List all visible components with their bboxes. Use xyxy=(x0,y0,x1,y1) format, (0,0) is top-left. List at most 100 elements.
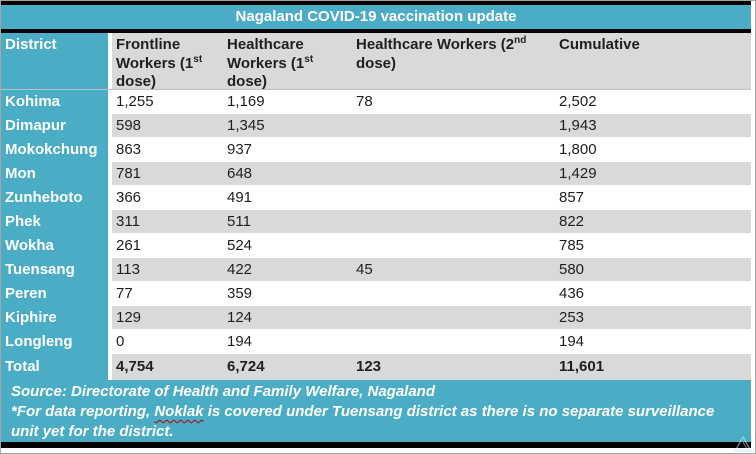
table-row-zunheboto: Zunheboto 366 491 857 xyxy=(1,186,751,210)
cell-frontline-1st: 0 xyxy=(112,330,223,354)
header-text: dose) xyxy=(116,73,157,89)
cell-district: Tuensang xyxy=(1,258,112,282)
table-row-tuensang: Tuensang 113 422 45 580 xyxy=(1,258,751,282)
cell-cumulative: 1,800 xyxy=(555,138,751,162)
header-text: dose) xyxy=(227,73,268,89)
cell-district-total: Total xyxy=(1,354,112,380)
header-district: District xyxy=(1,33,112,89)
cell-district: Mon xyxy=(1,162,112,186)
cell-healthcare-2nd xyxy=(352,186,555,210)
header-text: dose) xyxy=(356,54,397,72)
header-frontline-1st-dose: Frontline Workers (1st dose) xyxy=(112,33,223,89)
cell-cumulative: 822 xyxy=(555,210,751,234)
cell-cumulative: 785 xyxy=(555,234,751,258)
cell-district: Kiphire xyxy=(1,306,112,330)
title-separator-bar xyxy=(1,29,751,33)
cell-district: Mokokchung xyxy=(1,138,112,162)
table-row-dimapur: Dimapur 598 1,345 1,943 xyxy=(1,114,751,138)
cell-cumulative: 580 xyxy=(555,258,751,282)
header-text: Healthcare Workers (1 xyxy=(227,36,305,72)
data-reporting-note: *For data reporting, Noklak is covered u… xyxy=(11,402,741,442)
bottom-border-bar xyxy=(1,442,751,448)
watermark-triangle-icon xyxy=(734,436,752,452)
table-row-kohima: Kohima 1,255 1,169 78 2,502 xyxy=(1,90,751,114)
cell-healthcare-2nd: 45 xyxy=(352,258,555,282)
cell-healthcare-2nd xyxy=(352,306,555,330)
spellcheck-flagged-word: Noklak xyxy=(154,403,204,420)
cell-cumulative: 1,429 xyxy=(555,162,751,186)
ordinal-superscript: st xyxy=(193,53,203,65)
top-border-bar xyxy=(1,1,751,5)
cell-frontline-1st: 366 xyxy=(112,186,223,210)
cell-healthcare-1st: 124 xyxy=(223,306,352,330)
note-text: is covered under Tuensang district as th… xyxy=(11,403,715,440)
cell-healthcare-2nd xyxy=(352,138,555,162)
cell-frontline-1st: 781 xyxy=(112,162,223,186)
table-row-mokokchung: Mokokchung 863 937 1,800 xyxy=(1,138,751,162)
cell-healthcare-2nd-total: 123 xyxy=(352,354,555,380)
ordinal-superscript: nd xyxy=(514,35,527,46)
cell-healthcare-1st: 1,169 xyxy=(223,90,352,114)
cell-district: Longleng xyxy=(1,330,112,354)
cell-district: Zunheboto xyxy=(1,186,112,210)
source-note: Source: Directorate of Health and Family… xyxy=(11,383,435,400)
ordinal-superscript: st xyxy=(304,53,314,65)
table-header-row: District Frontline Workers (1st dose) He… xyxy=(1,33,751,90)
cell-frontline-1st: 1,255 xyxy=(112,90,223,114)
cell-healthcare-1st: 1,345 xyxy=(223,114,352,138)
cell-cumulative: 857 xyxy=(555,186,751,210)
table-row-wokha: Wokha 261 524 785 xyxy=(1,234,751,258)
cell-healthcare-1st: 422 xyxy=(223,258,352,282)
cell-healthcare-1st: 359 xyxy=(223,282,352,306)
header-healthcare-1st-dose: Healthcare Workers (1st dose) xyxy=(223,33,352,89)
cell-healthcare-2nd xyxy=(352,282,555,306)
cell-healthcare-1st: 511 xyxy=(223,210,352,234)
cell-healthcare-2nd xyxy=(352,162,555,186)
cell-cumulative: 194 xyxy=(555,330,751,354)
cell-cumulative: 2,502 xyxy=(555,90,751,114)
cell-healthcare-2nd: 78 xyxy=(352,90,555,114)
table-title: Nagaland COVID-19 vaccination update xyxy=(1,5,751,29)
cell-frontline-1st: 113 xyxy=(112,258,223,282)
header-text: Frontline Workers (1 xyxy=(116,36,194,72)
cell-healthcare-2nd xyxy=(352,210,555,234)
cell-cumulative: 436 xyxy=(555,282,751,306)
cell-cumulative: 1,943 xyxy=(555,114,751,138)
cell-frontline-1st: 129 xyxy=(112,306,223,330)
cell-healthcare-1st: 648 xyxy=(223,162,352,186)
cell-district: Phek xyxy=(1,210,112,234)
cell-district: Dimapur xyxy=(1,114,112,138)
cell-healthcare-1st: 524 xyxy=(223,234,352,258)
cell-frontline-1st: 863 xyxy=(112,138,223,162)
cell-frontline-1st: 77 xyxy=(112,282,223,306)
cell-frontline-1st: 598 xyxy=(112,114,223,138)
cell-cumulative-total: 11,601 xyxy=(555,354,751,380)
table-row-peren: Peren 77 359 436 xyxy=(1,282,751,306)
cell-healthcare-1st: 491 xyxy=(223,186,352,210)
header-cumulative: Cumulative xyxy=(555,33,751,89)
cell-healthcare-2nd xyxy=(352,330,555,354)
cell-healthcare-2nd xyxy=(352,114,555,138)
cell-cumulative: 253 xyxy=(555,306,751,330)
cell-healthcare-2nd xyxy=(352,234,555,258)
table-row-longleng: Longleng 0 194 194 xyxy=(1,330,751,354)
table-row-kiphire: Kiphire 129 124 253 xyxy=(1,306,751,330)
table-row-mon: Mon 781 648 1,429 xyxy=(1,162,751,186)
table-row-phek: Phek 311 511 822 xyxy=(1,210,751,234)
cell-healthcare-1st: 194 xyxy=(223,330,352,354)
cell-frontline-1st-total: 4,754 xyxy=(112,354,223,380)
cell-district: Wokha xyxy=(1,234,112,258)
cell-frontline-1st: 311 xyxy=(112,210,223,234)
table-row-total: Total 4,754 6,724 123 11,601 xyxy=(1,354,751,380)
table-container: Nagaland COVID-19 vaccination update Dis… xyxy=(1,1,751,448)
cell-frontline-1st: 261 xyxy=(112,234,223,258)
note-text: *For data reporting, xyxy=(11,403,155,420)
header-healthcare-2nd-dose: Healthcare Workers (2nd dose) xyxy=(352,33,555,89)
cell-district: Kohima xyxy=(1,90,112,114)
cell-district: Peren xyxy=(1,282,112,306)
cell-healthcare-1st: 937 xyxy=(223,138,352,162)
cell-healthcare-1st-total: 6,724 xyxy=(223,354,352,380)
table-footer: Source: Directorate of Health and Family… xyxy=(1,380,751,442)
header-text: Healthcare Workers (2 xyxy=(356,36,515,53)
